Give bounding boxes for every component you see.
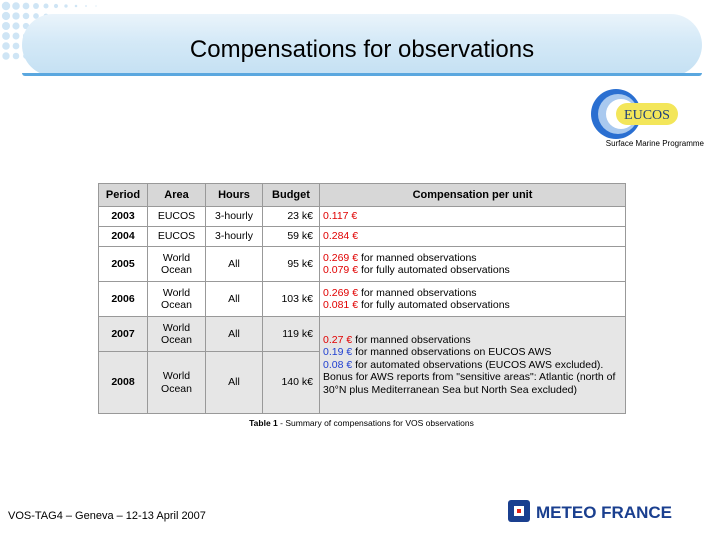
cell-area: World Ocean [147,351,206,414]
cell-area: World Ocean [147,281,206,317]
compensation-line: 0.284 € [323,230,622,243]
compensation-text: for fully automated observations [358,264,510,276]
pattern-dot [12,32,20,40]
pattern-dot [22,2,30,10]
compensation-line: 0.081 € for fully automated observations [323,299,622,312]
cell-budget: 103 k€ [262,281,320,317]
pattern-dot [2,32,10,40]
cell-hours: All [205,246,263,282]
cell-hours: All [205,351,263,414]
pattern-dot [64,4,68,8]
pattern-dot [1,11,11,21]
table-header-row: Period Area Hours Budget Compensation pe… [98,183,626,207]
cell-compensation: 0.269 € for manned observations 0.081 € f… [319,281,626,317]
footer-text: VOS-TAG4 – Geneva – 12-13 April 2007 [8,510,206,522]
compensation-line: 0.08 € for automated observations (EUCOS… [323,359,622,397]
compensation-text: 0.19 € [323,346,353,359]
cell-hours: All [205,316,263,352]
cell-hours: 3-hourly [205,226,263,247]
cell-budget: 59 k€ [262,226,320,247]
cell-compensation: 0.27 € for manned observations 0.19 € for… [319,316,626,414]
compensation-line: 0.269 € for manned observations [323,287,622,300]
page-title: Compensations for observations [189,36,535,63]
compensation-text: 0.269 € [323,251,359,264]
table-row: 2004 EUCOS 3-hourly 59 k€ 0.284 € [98,226,626,247]
compensation-text: 0.08 € [323,358,353,371]
compensation-text: 0.081 € [323,299,359,311]
meteo-france-text: METEO FRANCE [536,503,672,522]
cell-period: 2008 [98,351,148,414]
table-row: 2003 EUCOS 3-hourly 23 k€ 0.117 € [98,206,626,227]
cell-hours: All [205,281,263,317]
pattern-dot [12,12,20,20]
compensation-line: 0.269 € for manned observations [323,252,622,265]
pattern-dot [74,4,78,8]
compensation-line: 0.079 € for fully automated observations [323,264,622,277]
cell-budget: 23 k€ [262,206,320,227]
header-period: Period [98,183,148,207]
table-caption: Table 1 - Summary of compensations for V… [98,418,625,428]
cell-period: 2005 [98,246,148,282]
pattern-dot [1,1,11,11]
pattern-dot [2,52,10,60]
header-area: Area [147,183,206,207]
cell-budget: 119 k€ [262,316,320,352]
table-row: 2007 World Ocean All 119 k€ 0.27 € for manne… [98,316,626,414]
compensation-text: for manned observations [358,286,477,299]
pattern-dot [43,3,49,9]
compensation-table: Period Area Hours Budget Compensation pe… [98,183,626,414]
cell-area: World Ocean [147,246,206,282]
pattern-dot [2,22,10,30]
cell-budget: 95 k€ [262,246,320,282]
compensation-text: 0.27 € [323,333,353,346]
cell-period: 2004 [98,226,148,247]
cell-compensation: 0.117 € [319,206,626,227]
pattern-dot [2,42,10,50]
cell-area: EUCOS [147,206,206,227]
compensation-text: for automated observations (EUCOS AWS ex… [323,358,616,396]
compensation-line: 0.117 € [323,210,622,223]
cell-compensation: 0.284 € [319,226,626,247]
meteo-france-logo: METEO FRANCE [506,496,702,526]
table-row: 2006 World Ocean All 103 k€ 0.269 € for mann… [98,281,626,317]
compensation-text: for fully automated observations [358,299,510,311]
pattern-dot [95,5,97,7]
eucos-logo-text: EUCOS [624,108,670,123]
caption-label: Table 1 [249,418,278,428]
pattern-dot [22,12,30,20]
compensation-line: 0.19 € for manned observations on EUCOS … [323,346,622,359]
compensation-text: for manned observations [358,251,477,264]
header-compensation: Compensation per unit [319,183,626,207]
pattern-dot [12,52,20,60]
compensation-text: 0.079 € [323,264,359,276]
cell-budget: 140 k€ [262,351,320,414]
pattern-dot [33,3,39,9]
header-budget: Budget [262,183,320,207]
cell-period: 2006 [98,281,148,317]
title-banner [22,14,702,76]
compensation-text: for manned observations [352,333,471,346]
eucos-subtitle: Surface Marine Programme [605,139,704,148]
compensation-text: 0.269 € [323,286,359,299]
header-hours: Hours [205,183,263,207]
compensation-text: 0.117 € [323,210,358,223]
pattern-dot [85,5,87,7]
pattern-dot [12,22,20,30]
table-row: 2005 World Ocean All 95 k€ 0.269 € for manne… [98,246,626,282]
cell-period: 2007 [98,316,148,352]
compensation-line: 0.27 € for manned observations [323,334,622,347]
cell-compensation: 0.269 € for manned observations 0.079 € f… [319,246,626,282]
compensation-text: 0.284 € [323,230,359,243]
table-row: 2008 World Ocean All 140 k€ [98,351,626,414]
pattern-dot [53,3,59,9]
pattern-dot [12,42,20,50]
cell-hours: 3-hourly [205,206,263,227]
pattern-dot [12,2,20,10]
eucos-logo: EUCOS [588,86,684,142]
cell-area: EUCOS [147,226,206,247]
compensation-text: for manned observations on EUCOS AWS [352,346,552,359]
caption-text: - Summary of compensations for VOS obser… [277,418,474,428]
cell-area: World Ocean [147,316,206,352]
cell-period: 2003 [98,206,148,227]
